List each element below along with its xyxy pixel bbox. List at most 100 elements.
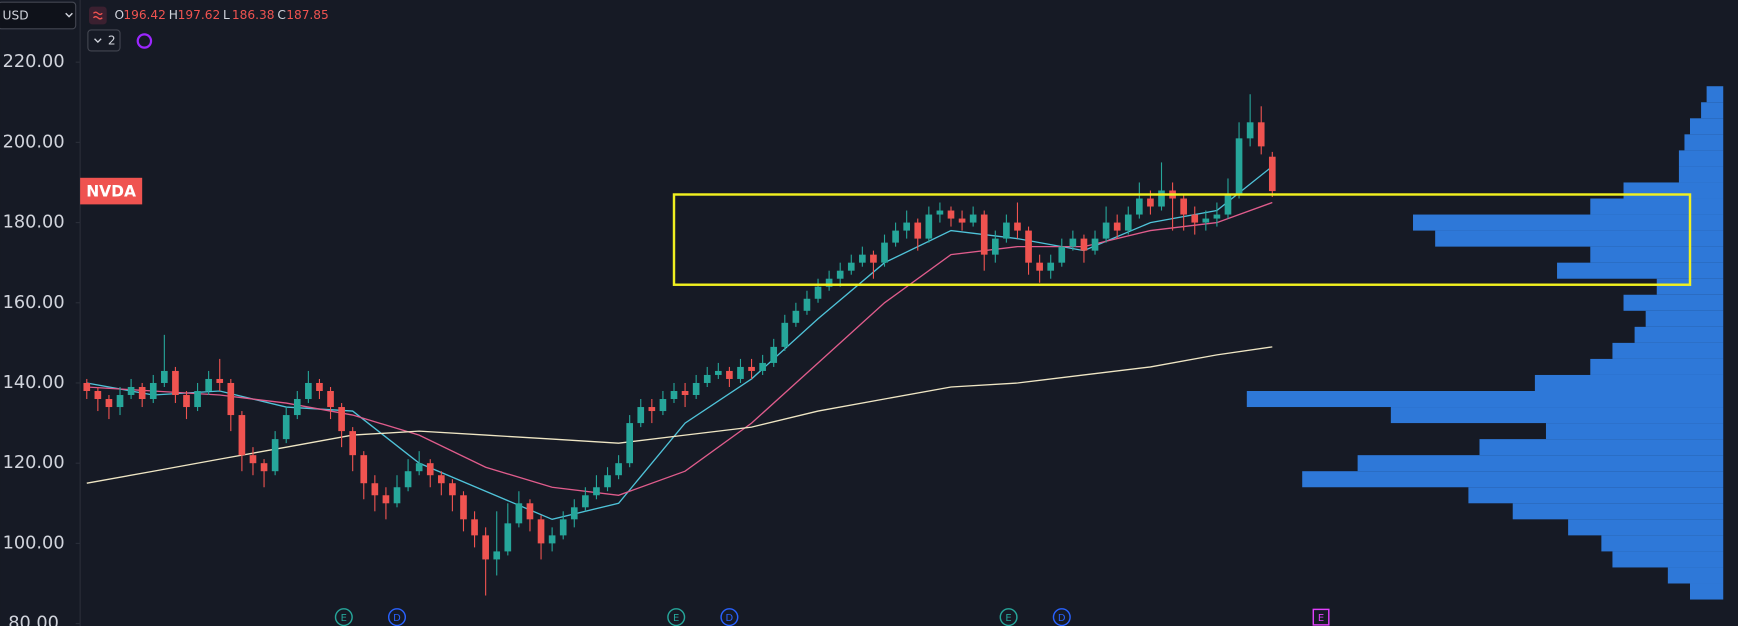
candle-body (327, 390, 334, 408)
volume-profile-bar (1534, 374, 1724, 391)
volume-profile-bar (1706, 86, 1724, 103)
candle-body (582, 495, 589, 508)
candle-body (847, 262, 855, 271)
candle-body (105, 399, 113, 408)
candle-body (714, 370, 722, 375)
candle-body (349, 431, 357, 456)
event-marker (720, 608, 739, 626)
candle-body (593, 487, 600, 496)
candle-body (836, 270, 844, 279)
candle-body (393, 487, 401, 504)
volume-profile-bar (1667, 567, 1724, 584)
candle-body (1180, 198, 1187, 215)
candle-body (338, 407, 345, 432)
candle-body (859, 254, 866, 263)
volume-profile-bar (1623, 294, 1724, 311)
ohlc-value: 187.85 (286, 8, 329, 22)
candle-body (1224, 194, 1232, 215)
candle-body (681, 390, 689, 396)
candle-body (1069, 238, 1077, 247)
volume-profile-bar (1302, 471, 1724, 488)
candle-body (382, 495, 390, 504)
candle-body (881, 242, 888, 263)
ohlc-value: 186.38 (232, 8, 275, 22)
candle-body (870, 254, 877, 263)
volume-profile-bar (1390, 407, 1724, 424)
candle-body (637, 407, 645, 424)
dropdown-box[interactable] (0, 1, 77, 30)
volume-profile-bar (1590, 198, 1724, 215)
candle-body (415, 463, 423, 472)
volume-profile-bar (1435, 230, 1724, 247)
candle-body (781, 322, 789, 347)
candle-body (404, 471, 412, 488)
candle-body (659, 399, 667, 412)
candle-body (925, 214, 933, 239)
candle-body (1202, 218, 1210, 223)
candle-body (149, 382, 157, 400)
y-tick-label: 80.00 (8, 614, 59, 626)
volume-profile-bar (1623, 182, 1724, 199)
candle-body (161, 370, 168, 383)
candle-body (615, 463, 622, 476)
candle-body (980, 214, 988, 255)
symbol-icon-glyph (92, 11, 103, 20)
candle-body (1091, 238, 1099, 251)
volume-profile-bar (1634, 326, 1724, 343)
candle-body (460, 495, 467, 520)
candle-body (548, 535, 556, 544)
candle-body (1014, 222, 1021, 231)
volume-profile-bar (1678, 166, 1724, 183)
sync-icon[interactable] (136, 33, 153, 49)
candle-body (792, 310, 800, 323)
ohlc-key: H (169, 8, 178, 22)
volume-profile-bar (1645, 310, 1724, 327)
y-tick-label: 200.00 (3, 132, 65, 152)
event-marker (387, 608, 407, 626)
ohlc-value: 196.42 (123, 8, 166, 22)
candle-body (515, 503, 523, 524)
candle-body (1124, 214, 1132, 231)
candle-body (1058, 246, 1066, 263)
volume-profile-bar (1557, 262, 1724, 279)
event-label: D (726, 613, 734, 624)
candle-body (814, 286, 822, 299)
candle-body (271, 439, 279, 472)
y-tick-label: 100.00 (3, 533, 65, 553)
y-tick-label: 140.00 (3, 373, 65, 393)
candle-body (570, 507, 578, 520)
event-marker (667, 608, 686, 626)
candle-body (692, 382, 700, 396)
candle-body (316, 382, 323, 391)
candle-body (969, 214, 977, 223)
candle-body (1136, 198, 1143, 215)
volume-profile-bar (1684, 134, 1724, 151)
candle-body (1235, 138, 1243, 195)
candle-body (205, 378, 212, 391)
candle-body (238, 415, 246, 456)
volume-profile-bar (1545, 423, 1724, 440)
candle-body (194, 390, 201, 408)
event-label: E (1318, 613, 1324, 624)
currency-select[interactable]: USD (0, 1, 77, 30)
candle-body (1147, 198, 1154, 207)
indicator-toggle[interactable]: 2 (87, 29, 121, 52)
candle-body (803, 298, 811, 311)
candle-body (282, 415, 290, 440)
volume-profile-bar (1590, 246, 1724, 263)
candle-body (770, 346, 778, 363)
candle-body (438, 475, 445, 484)
candle-body (94, 390, 102, 400)
candle-body (759, 362, 766, 371)
event-label: E (341, 613, 347, 624)
y-tick-label: 220.00 (3, 52, 65, 72)
candle-body (83, 382, 91, 391)
symbol-icon (88, 6, 107, 25)
volume-profile-bar (1568, 519, 1724, 536)
indicator-box[interactable] (87, 29, 121, 52)
candle-body (648, 407, 656, 412)
